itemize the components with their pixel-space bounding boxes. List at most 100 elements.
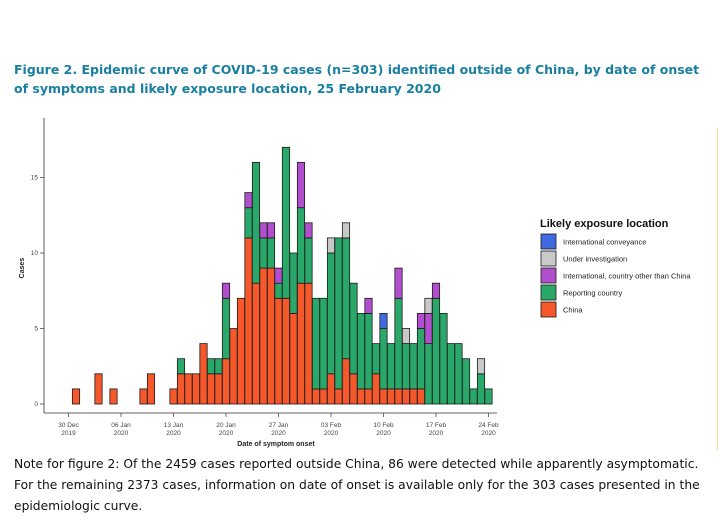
bar-reporting-country bbox=[349, 282, 358, 375]
legend-swatch-china bbox=[540, 301, 557, 318]
legend-label-under-investigation: Under investigation bbox=[563, 255, 627, 264]
bar-reporting-country bbox=[484, 388, 493, 405]
x-tick-label: 2020 bbox=[429, 430, 444, 437]
bar-under-investigation bbox=[424, 297, 433, 314]
bar-china bbox=[251, 282, 261, 405]
x-tick-label: 10 Feb bbox=[373, 422, 394, 429]
bar-china bbox=[341, 358, 351, 405]
bar-reporting-country bbox=[221, 297, 231, 360]
bar-reporting-country bbox=[281, 146, 291, 299]
bar-reporting-country bbox=[454, 343, 463, 405]
bar-international-country-other-than-china bbox=[304, 222, 313, 239]
bar-china bbox=[416, 388, 426, 405]
bar-reporting-country bbox=[431, 297, 441, 405]
bar-china bbox=[356, 388, 366, 405]
bar-china bbox=[311, 388, 321, 405]
bar-reporting-country bbox=[266, 237, 276, 269]
bar-reporting-country bbox=[409, 343, 418, 390]
legend: Likely exposure location International c… bbox=[540, 218, 691, 318]
bar-reporting-country bbox=[319, 297, 328, 390]
bar-china bbox=[289, 312, 298, 405]
bar-china bbox=[191, 373, 201, 405]
x-tick-label: 2020 bbox=[114, 430, 129, 437]
legend-label-reporting-country: Reporting country bbox=[563, 289, 622, 298]
x-tick-label: 03 Feb bbox=[321, 422, 342, 429]
bar-reporting-country bbox=[401, 343, 411, 390]
x-tick-label: 24 Feb bbox=[478, 422, 499, 429]
figure-note: Note for figure 2: Of the 2459 cases rep… bbox=[14, 457, 700, 513]
bar-reporting-country bbox=[379, 328, 388, 390]
legend-label-international-conveyance: International conveyance bbox=[563, 238, 646, 247]
bar-international-country-other-than-china bbox=[221, 282, 231, 299]
bar-china bbox=[229, 328, 238, 405]
bar-reporting-country bbox=[439, 312, 448, 405]
bar-china bbox=[244, 237, 253, 405]
bar-china bbox=[266, 267, 276, 405]
x-tick-label: 2019 bbox=[61, 430, 76, 437]
x-tick-label: 2020 bbox=[271, 430, 286, 437]
legend-label-china: China bbox=[563, 306, 583, 315]
x-axis-title: Date of symptom onset bbox=[237, 441, 315, 448]
bar-china bbox=[304, 282, 313, 405]
figure-title: Figure 2. Epidemic curve of COVID-19 cas… bbox=[14, 62, 700, 96]
x-tick-label: 17 Feb bbox=[426, 422, 447, 429]
x-tick-label: 2020 bbox=[481, 430, 496, 437]
bar-reporting-country bbox=[326, 252, 336, 375]
x-tick-label: 2020 bbox=[166, 430, 181, 437]
bar-china bbox=[364, 388, 373, 405]
legend-swatch-international-country-other-than-china bbox=[540, 267, 557, 284]
legend-title: Likely exposure location bbox=[540, 218, 669, 230]
bar-international-country-other-than-china bbox=[416, 312, 426, 329]
x-tick-label: 06 Jan bbox=[111, 422, 131, 429]
bar-reporting-country bbox=[296, 207, 306, 284]
bar-international-country-other-than-china bbox=[394, 267, 403, 299]
bar-china bbox=[169, 388, 178, 405]
bar-reporting-country bbox=[311, 297, 321, 390]
y-tick-label: 5 bbox=[34, 326, 38, 333]
bar-reporting-country bbox=[356, 312, 366, 390]
bar-international-country-other-than-china bbox=[364, 297, 373, 314]
bar-china bbox=[379, 388, 388, 405]
bar-china bbox=[146, 373, 156, 405]
bar-china bbox=[349, 373, 358, 405]
bar-reporting-country bbox=[476, 373, 486, 405]
bar-china bbox=[199, 343, 208, 405]
legend-swatch-reporting-country bbox=[540, 284, 557, 301]
bar-china bbox=[214, 373, 223, 405]
bar-china bbox=[206, 373, 216, 405]
bar-china bbox=[236, 297, 246, 405]
bar-china bbox=[109, 388, 118, 405]
bar-china bbox=[386, 388, 396, 405]
bar-reporting-country bbox=[214, 358, 223, 375]
x-tick-label: 2020 bbox=[219, 430, 234, 437]
bar-china bbox=[319, 388, 328, 405]
bar-china bbox=[94, 373, 103, 405]
x-tick-label: 13 Jan bbox=[164, 422, 184, 429]
bar-china bbox=[176, 373, 186, 405]
bar-china bbox=[139, 388, 148, 405]
bar-reporting-country bbox=[259, 237, 268, 269]
bar-china bbox=[326, 373, 336, 405]
bar-international-country-other-than-china bbox=[431, 282, 441, 299]
x-tick-label: 27 Jan bbox=[269, 422, 289, 429]
bar-international-country-other-than-china bbox=[259, 222, 268, 239]
y-axis-title: Cases bbox=[19, 258, 26, 279]
legend-label-international-country-other-than-china: International, country other than China bbox=[563, 272, 691, 281]
bar-china bbox=[401, 388, 411, 405]
bar-china bbox=[71, 388, 81, 405]
bar-reporting-country bbox=[371, 343, 381, 375]
bar-china bbox=[259, 267, 268, 405]
x-tick-label: 2020 bbox=[324, 430, 339, 437]
bar-reporting-country bbox=[424, 343, 433, 405]
bar-reporting-country bbox=[394, 297, 403, 390]
bar-reporting-country bbox=[206, 358, 216, 375]
y-tick-label: 15 bbox=[31, 175, 39, 182]
bar-china bbox=[409, 388, 418, 405]
bar-reporting-country bbox=[244, 207, 253, 239]
bar-reporting-country bbox=[446, 343, 456, 405]
legend-swatch-under-investigation bbox=[540, 250, 557, 267]
bar-reporting-country bbox=[469, 388, 478, 405]
bar-under-investigation bbox=[401, 328, 411, 345]
